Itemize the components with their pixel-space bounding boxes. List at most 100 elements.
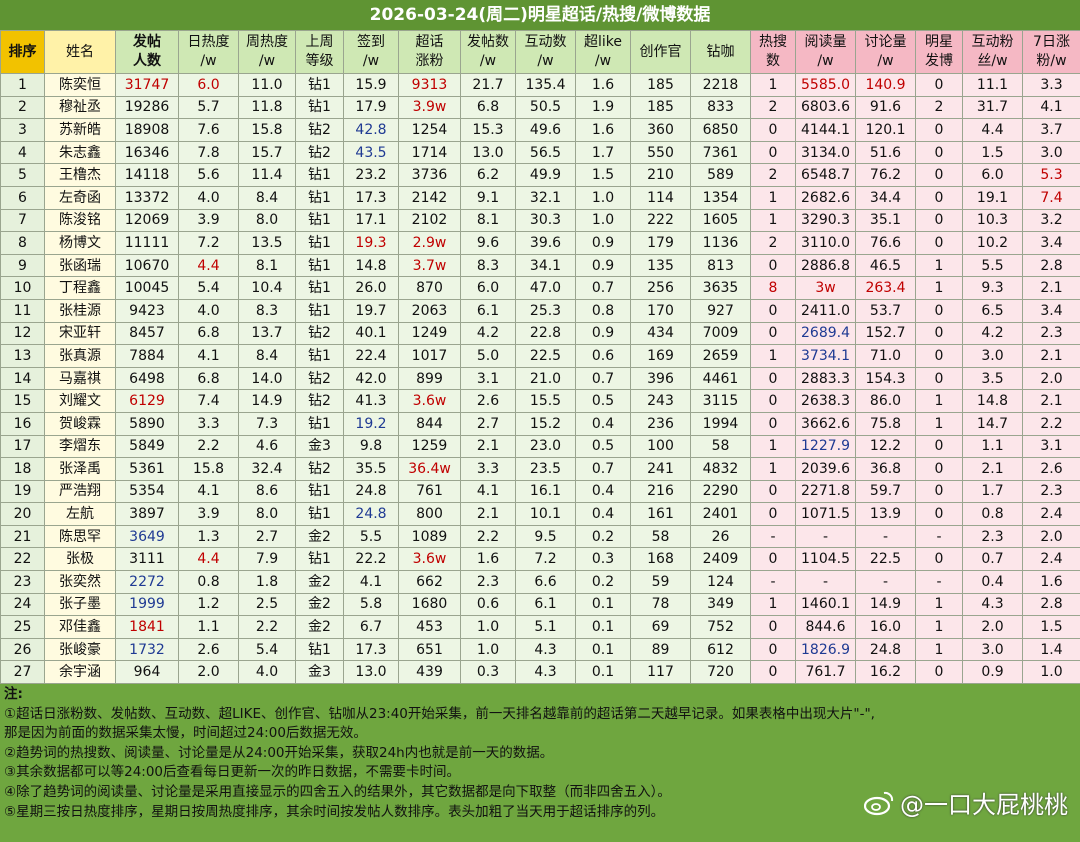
table-cell: 2.3	[1022, 479, 1080, 504]
table-cell: 马嘉祺	[44, 366, 116, 391]
table-cell: 34.4	[855, 185, 916, 210]
header-cell: 周热度 /w	[238, 30, 296, 74]
table-cell: 2.4	[1022, 547, 1080, 572]
table-cell: 0	[915, 344, 963, 368]
table-cell: 27	[0, 660, 45, 685]
table-cell: 0.4	[962, 570, 1023, 594]
table-cell: 5.7	[178, 95, 239, 120]
table-cell: 2411.0	[795, 298, 856, 323]
table-cell: 0.1	[575, 615, 631, 639]
table-cell: 3115	[690, 389, 751, 413]
table-cell: 4.2	[460, 321, 516, 346]
table-cell: 金2	[295, 570, 344, 594]
table-cell: 0.8	[962, 502, 1023, 526]
table-cell: 2659	[690, 344, 751, 368]
table-cell: 10.4	[238, 276, 296, 300]
table-cell: 3	[0, 118, 45, 142]
table-cell: 7.4	[1022, 185, 1080, 210]
table-cell: 0	[750, 298, 796, 323]
table-cell: 32.1	[515, 185, 576, 210]
table-cell: 0	[915, 321, 963, 346]
table-cell: 1136	[690, 231, 751, 255]
table-cell: 5.8	[343, 592, 399, 617]
table-cell: 7361	[690, 140, 751, 165]
table-cell: 14.8	[962, 389, 1023, 413]
table-cell: 8457	[115, 321, 179, 346]
table-cell: 钻2	[295, 457, 344, 481]
table-cell: 3290.3	[795, 208, 856, 233]
table-cell: 18	[0, 457, 45, 481]
table-cell: 金2	[295, 615, 344, 639]
table-cell: 170	[630, 298, 691, 323]
table-cell: 20	[0, 502, 45, 526]
table-cell: 7884	[115, 344, 179, 368]
table-cell: 78	[630, 592, 691, 617]
table-cell: 612	[690, 637, 751, 662]
table-cell: 439	[398, 660, 461, 685]
table-cell: 135.4	[515, 73, 576, 97]
table-cell: 4.0	[178, 298, 239, 323]
table-cell: 张桂源	[44, 298, 116, 323]
table-cell: 4.0	[238, 660, 296, 685]
table-cell: 金3	[295, 660, 344, 685]
table-cell: 349	[690, 592, 751, 617]
table-cell: 17	[0, 434, 45, 459]
table-cell: 19.1	[962, 185, 1023, 210]
table-cell: 3.9	[178, 208, 239, 233]
note-line: ④除了趋势词的阅读量、讨论量是采用直接显示的四舍五入的结果外，其它数据都是向下取…	[4, 783, 671, 800]
table-cell: 13.5	[238, 231, 296, 255]
table-cell: 2.9w	[398, 231, 461, 255]
table-cell: 216	[630, 479, 691, 504]
table-cell: 2401	[690, 502, 751, 526]
table-cell: 1	[915, 389, 963, 413]
table-cell: 0.3	[460, 660, 516, 685]
table-cell: 35.5	[343, 457, 399, 481]
table-cell: 7.9	[238, 547, 296, 572]
table-cell: 2.7	[238, 524, 296, 549]
table-cell: 12069	[115, 208, 179, 233]
table-cell: 3736	[398, 163, 461, 187]
table-cell: 15.5	[515, 389, 576, 413]
table-cell: 2689.4	[795, 321, 856, 346]
table-cell: 3.3	[460, 457, 516, 481]
table-cell: 张真源	[44, 344, 116, 368]
table-cell: 0.9	[575, 321, 631, 346]
title: 2026-03-24(周二)明星超话/热搜/微博数据	[0, 0, 1080, 30]
table-cell: 13.0	[460, 140, 516, 165]
table-cell: 1841	[115, 615, 179, 639]
notes: 注: ①超话日涨粉数、发帖数、互动数、超LIKE、创作官、钻咖从23:40开始采…	[0, 683, 1080, 842]
table-cell: 11.4	[238, 163, 296, 187]
table-cell: 2886.8	[795, 253, 856, 278]
table-cell: -	[795, 524, 856, 549]
table-cell: 10045	[115, 276, 179, 300]
table-row: 19 严浩翔 5354 4.1 8.6 钻1 24.8 761 4.1 16.1 0.4 216 229…	[0, 479, 1080, 504]
table-cell: -	[915, 570, 963, 594]
table-cell: 4.1	[178, 344, 239, 368]
table-cell: 4.3	[962, 592, 1023, 617]
table-cell: 7.3	[238, 411, 296, 436]
table-cell: 2.7	[460, 411, 516, 436]
table-cell: 10.3	[962, 208, 1023, 233]
header-cell: 7日涨 粉/w	[1022, 30, 1080, 74]
table-cell: 117	[630, 660, 691, 685]
table-cell: 26	[0, 637, 45, 662]
table-cell: 179	[630, 231, 691, 255]
table-row: 24 张子墨 1999 1.2 2.5 金2 5.8 1680 0.6 6.1 0.1 78 349 1 1…	[0, 592, 1080, 617]
table-cell: 4.1	[1022, 95, 1080, 120]
table-cell: 2	[750, 231, 796, 255]
table-cell: 0	[915, 660, 963, 685]
table-cell: 120.1	[855, 118, 916, 142]
header-cell: 讨论量 /w	[855, 30, 916, 74]
table-cell: 34.1	[515, 253, 576, 278]
table-cell: 1	[750, 208, 796, 233]
table-cell: 5361	[115, 457, 179, 481]
table-cell: 0	[915, 457, 963, 481]
table-cell: 6.0	[962, 163, 1023, 187]
table-cell: 0.1	[575, 592, 631, 617]
table-cell: 刘耀文	[44, 389, 116, 413]
table-cell: 49.9	[515, 163, 576, 187]
table-cell: 朱志鑫	[44, 140, 116, 165]
table-cell: 927	[690, 298, 751, 323]
table-cell: 0.6	[575, 344, 631, 368]
table-cell: 0	[750, 502, 796, 526]
